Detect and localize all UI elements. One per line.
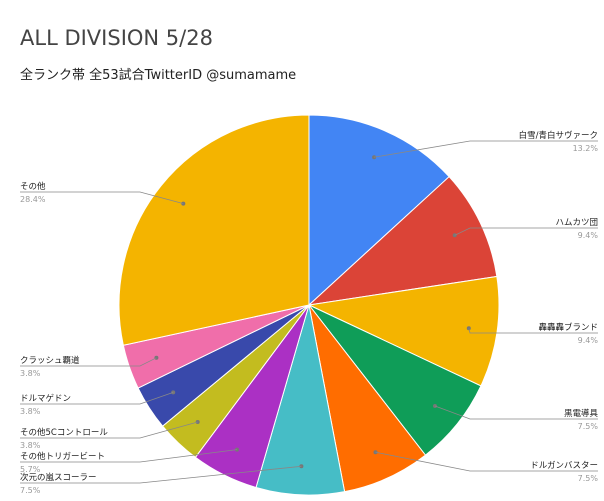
slice-label: 轟轟轟ブランド [538,322,598,333]
slice-label: 次元の嵐スコーラー [20,472,97,483]
pie-slice [118,114,310,346]
slice-percent: 5.7% [20,465,41,474]
slice-percent: 7.5% [20,486,41,495]
leader-line [454,227,598,236]
slice-percent: 28.4% [20,195,46,204]
slice-label: ドルガンバスター [530,460,598,471]
leader-line [20,392,174,405]
leader-line [20,421,198,439]
slice-label: クラッシュ覇道 [20,355,80,366]
slice-label: ドルマゲドン [20,393,71,404]
leader-lines [20,140,598,484]
pie-slice [307,275,500,387]
slice-label: その他トリガービート [20,451,105,462]
leader-line [20,357,157,367]
slice-percent: 3.8% [20,441,41,450]
leader-line [375,451,598,472]
leader-line [468,328,598,334]
leader-line [20,191,184,204]
leader-line [434,405,598,420]
slice-labels: 白雪/青白サヴァーク 13.2% ハムカツ団 9.4% 轟轟轟ブランド 9.4% 黒電導具 7… [20,130,598,495]
chart-subtitle: 全ランク帯 全53試合TwitterID @sumamame [20,68,297,83]
leader-line [20,449,238,463]
slice-percent: 3.8% [20,407,41,416]
slice-percent: 13.2% [573,144,599,153]
pie-slice [307,175,498,306]
slice-label: その他 [20,181,46,192]
pie-slice [308,114,450,307]
slice-label: ハムカツ団 [555,218,598,228]
chart-title: ALL DIVISION 5/28 [20,26,213,50]
pie-slices [118,114,500,496]
slice-label: その他5Cコントロール [20,427,108,438]
slice-percent: 7.5% [578,474,599,483]
slice-percent: 7.5% [578,422,599,431]
slice-percent: 9.4% [578,336,599,345]
slice-percent: 9.4% [578,231,599,240]
slice-label: 白雪/青白サヴァーク [519,130,598,141]
leader-line [20,465,302,484]
leader-line [374,140,598,158]
slice-label: 黒電導具 [564,408,599,419]
slice-percent: 3.8% [20,369,41,378]
